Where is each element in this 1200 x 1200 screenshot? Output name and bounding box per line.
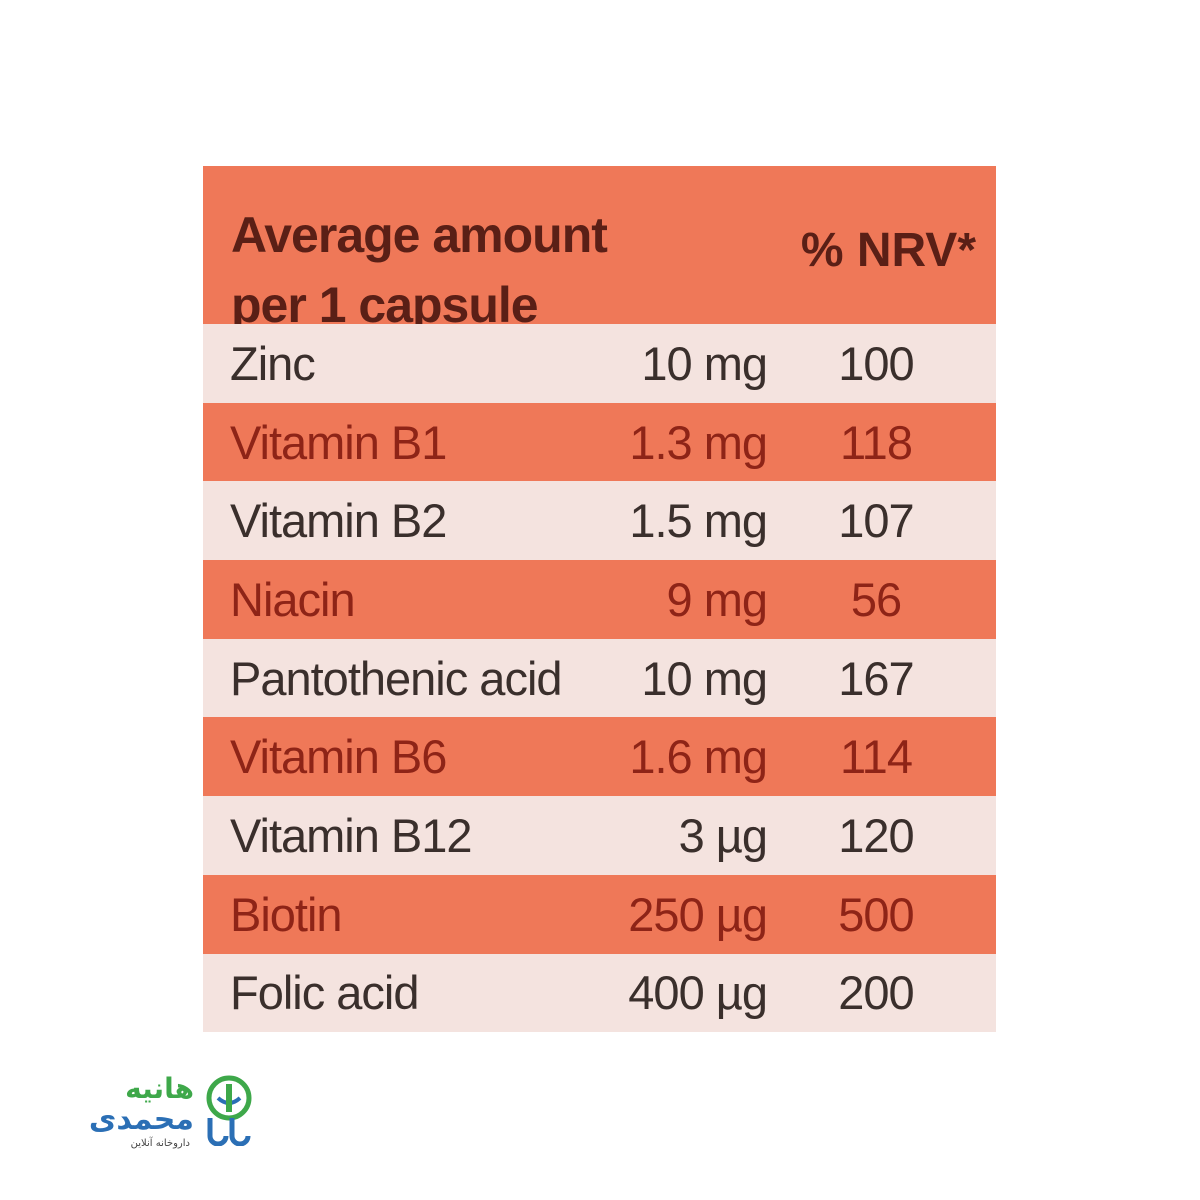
- table-row: Vitamin B6 1.6 mg 114: [203, 717, 996, 797]
- nutrient-nrv: 56: [850, 572, 902, 626]
- nutrient-amount: 1.5 mg: [629, 494, 768, 548]
- nutrient-amount: 250 µg: [628, 887, 768, 941]
- nutrient-name: Folic acid: [230, 966, 420, 1020]
- table-row: Zinc 10 mg 100: [203, 324, 996, 403]
- table-header-amount: Average amount per 1 capsule: [231, 200, 608, 340]
- table-row: Vitamin B12 3 µg 120: [203, 796, 996, 875]
- nutrient-nrv: 200: [838, 966, 914, 1020]
- table-row: Niacin 9 mg 56: [203, 560, 996, 639]
- table-header-nrv: % NRV*: [800, 224, 976, 277]
- table-row: Biotin 250 µg 500: [203, 874, 996, 954]
- pharmacy-logo: هانیه محمدی داروخانه آنلاین: [58, 1072, 258, 1152]
- nutrient-name: Vitamin B6: [230, 730, 447, 784]
- nutrient-name: Niacin: [230, 572, 356, 626]
- nutrient-amount: 10 mg: [641, 651, 768, 705]
- nutrient-amount: 3 µg: [678, 808, 768, 862]
- header-title-line2: per 1 capsule: [231, 277, 539, 333]
- nutrient-name: Biotin: [230, 887, 343, 941]
- nutrient-name: Vitamin B1: [230, 415, 447, 469]
- nutrient-amount: 1.3 mg: [629, 415, 768, 469]
- logo-name-line2: محمدی: [88, 1102, 194, 1137]
- logo-name-line1: هانیه: [125, 1072, 194, 1105]
- table-row: Folic acid 400 µg 200: [203, 953, 996, 1033]
- table-row: Vitamin B1 1.3 mg 118: [203, 402, 996, 482]
- nutrient-nrv: 500: [838, 887, 914, 941]
- logo-tagline: داروخانه آنلاین: [130, 1138, 190, 1149]
- nutrient-amount: 1.6 mg: [629, 730, 768, 784]
- nutrient-nrv: 167: [838, 651, 914, 705]
- nutrient-name: Pantothenic acid: [230, 651, 563, 705]
- table-body: Zinc 10 mg 100 Vitamin B1 1.3 mg 118 Vit…: [203, 324, 996, 1033]
- table-row: Pantothenic acid 10 mg 167: [203, 638, 996, 718]
- table-row: Vitamin B2 1.5 mg 107: [203, 481, 996, 561]
- nutrient-nrv: 114: [840, 730, 913, 784]
- nutrient-nrv: 107: [838, 494, 914, 548]
- nutrient-name: Zinc: [230, 336, 316, 390]
- pharmacy-mark-icon: [206, 1075, 252, 1146]
- nutrition-table: Average amount per 1 capsule % NRV* Zinc…: [203, 166, 996, 1033]
- nutrient-nrv: 120: [838, 808, 914, 862]
- nutrient-amount: 400 µg: [628, 966, 768, 1020]
- nutrient-nrv: 100: [838, 336, 914, 390]
- nutrient-nrv: 118: [840, 415, 913, 469]
- nutrient-name: Vitamin B12: [230, 808, 473, 862]
- nutrient-name: Vitamin B2: [230, 494, 447, 548]
- header-title-line1: Average amount: [231, 207, 608, 263]
- nutrient-amount: 9 mg: [666, 572, 768, 626]
- nutrient-amount: 10 mg: [641, 336, 768, 390]
